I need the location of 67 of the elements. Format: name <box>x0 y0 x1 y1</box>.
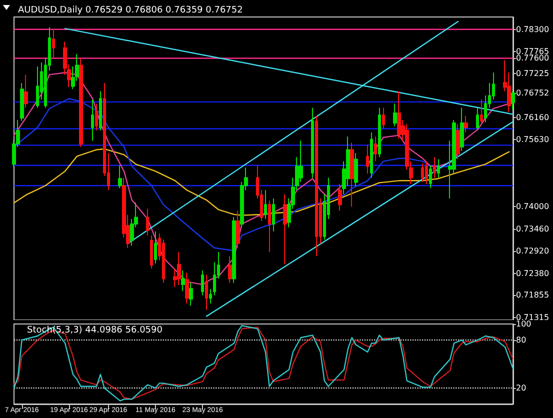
candlestick <box>52 28 55 59</box>
candlestick <box>99 90 102 131</box>
candlestick <box>146 208 149 236</box>
candlestick <box>283 194 287 265</box>
candlestick <box>464 115 468 133</box>
candlestick <box>354 152 358 187</box>
y-tick-label: 0.77225 <box>516 69 550 78</box>
candlestick <box>24 74 28 108</box>
candlestick <box>370 132 373 178</box>
candlestick <box>95 103 98 131</box>
y-tick-label: 0.71855 <box>516 290 550 300</box>
y-tick-label: 0.75630 <box>516 134 550 144</box>
y-tick-label: 80 <box>516 336 526 344</box>
candlestick <box>476 107 479 131</box>
candlestick <box>311 107 314 178</box>
candlestick <box>181 270 185 292</box>
candlestick <box>79 58 83 148</box>
candlestick <box>366 144 369 174</box>
candlestick <box>36 66 39 108</box>
candlestick <box>228 256 232 284</box>
candlestick <box>433 156 436 178</box>
candlestick <box>264 190 267 220</box>
y-tick-label: 0.77765 <box>516 46 550 56</box>
y-tick-label: 0.74000 <box>516 202 550 212</box>
candlestick <box>20 82 24 122</box>
candlestick <box>315 115 318 257</box>
candlestick <box>268 200 271 252</box>
candlestick <box>350 142 354 208</box>
candlestick <box>150 234 153 269</box>
candlestick <box>177 251 181 286</box>
candlestick <box>91 98 94 142</box>
candlestick <box>189 282 193 306</box>
candlestick <box>437 158 440 178</box>
candlestick <box>397 90 401 140</box>
candlestick <box>460 107 464 152</box>
y-tick-label: 0.72920 <box>516 246 550 256</box>
candlestick <box>185 272 189 304</box>
candlestick <box>272 198 275 232</box>
y-tick-label: 0.78300 <box>516 24 550 34</box>
candlestick <box>456 124 460 160</box>
candlestick <box>393 103 397 127</box>
candlestick <box>425 160 428 184</box>
y-tick-label: 0.71315 <box>516 312 550 322</box>
candlestick <box>338 183 342 212</box>
candlestick <box>236 210 240 248</box>
candlestick <box>511 90 515 110</box>
line-series <box>13 148 510 216</box>
y-tick-label: 0.77600 <box>516 54 550 63</box>
y-tick-label: 100 <box>516 320 532 328</box>
candlestick <box>374 136 377 162</box>
y-tick-label: 0.72380 <box>516 268 550 278</box>
chart-title: AUDUSD,Daily 0.76529 0.76806 0.76359 0.76752 <box>18 6 243 16</box>
candlestick <box>421 162 424 182</box>
candlestick <box>232 216 236 284</box>
candlestick <box>429 164 432 189</box>
y-tick-label: 0.76752 <box>516 88 550 98</box>
y-tick-label: 0.73460 <box>516 224 550 234</box>
candlestick <box>154 230 157 264</box>
y-tick-label: 20 <box>516 384 526 392</box>
candlestick <box>382 107 385 129</box>
candlestick <box>201 270 204 296</box>
candlestick <box>480 98 483 125</box>
candlestick <box>378 107 381 158</box>
candlestick <box>209 288 212 304</box>
y-tick-label: 0.76160 <box>516 113 550 122</box>
candlestick <box>205 274 208 310</box>
candlestick <box>118 164 122 189</box>
